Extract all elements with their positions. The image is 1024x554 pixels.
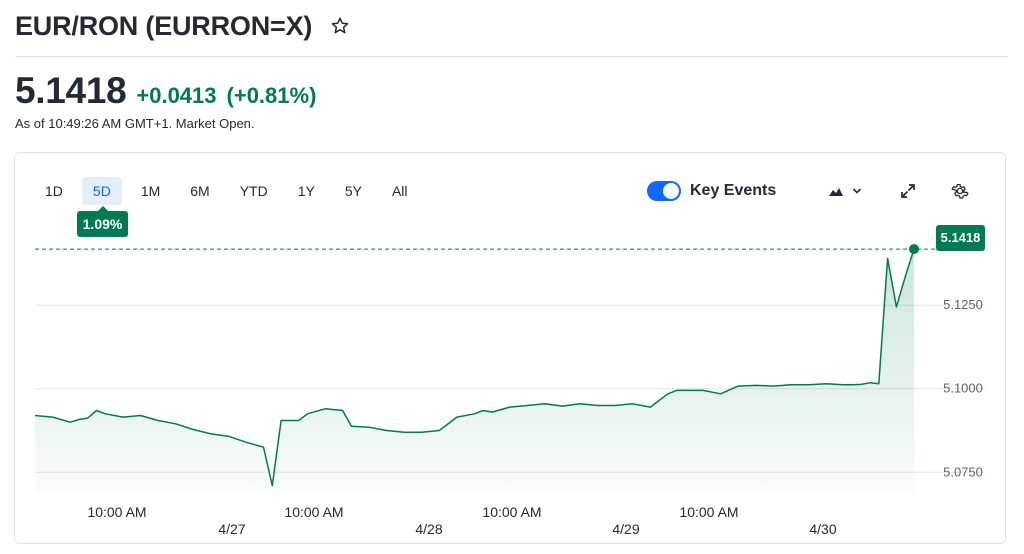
toggle-knob	[663, 183, 679, 199]
price-change: +0.0413	[136, 83, 217, 108]
header-divider	[15, 56, 1008, 57]
range-button-5y[interactable]: 5Y	[344, 183, 362, 199]
price-area	[35, 249, 914, 494]
title-row: EUR/RON (EURRON=X)	[15, 10, 350, 42]
chart-card	[14, 152, 1006, 544]
range-button-ytd[interactable]: YTD	[239, 183, 268, 199]
chart-type-button[interactable]	[828, 178, 862, 204]
last-price-label: 5.1418	[936, 225, 985, 251]
gear-icon[interactable]	[951, 178, 969, 204]
range-button-5d[interactable]: 5D	[81, 177, 122, 205]
range-change-tag: 1.09%	[77, 206, 128, 237]
x-tick-time-label: 10:00 AM	[679, 504, 738, 520]
y-tick-label: 5.0750	[943, 464, 983, 479]
expand-icon[interactable]	[900, 178, 916, 204]
range-button-all[interactable]: All	[391, 183, 408, 199]
star-icon[interactable]	[330, 16, 350, 36]
x-tick-time-label: 10:00 AM	[284, 504, 343, 520]
current-price: 5.1418	[15, 70, 127, 111]
range-button-1y[interactable]: 1Y	[297, 183, 315, 199]
x-tick-date-label: 4/30	[809, 521, 836, 537]
y-tick-label: 5.1250	[943, 297, 983, 312]
range-button-6m[interactable]: 6M	[190, 183, 210, 199]
chevron-down-icon	[852, 187, 862, 195]
range-button-1d[interactable]: 1D	[45, 183, 63, 199]
key-events-label: Key Events	[690, 182, 777, 199]
mountain-chart-icon	[828, 185, 844, 197]
price-line	[34, 248, 915, 487]
x-tick-date-label: 4/29	[612, 521, 639, 537]
page-title: EUR/RON (EURRON=X)	[15, 10, 313, 41]
range-selector: 1D 5D 1M 6M YTD 1Y 5Y All	[34, 177, 427, 205]
last-price-dot	[909, 244, 919, 255]
x-tick-time-label: 10:00 AM	[482, 504, 541, 520]
key-events-toggle[interactable]	[647, 181, 681, 201]
x-tick-time-label: 10:00 AM	[87, 504, 146, 520]
x-tick-date-label: 4/28	[415, 521, 442, 537]
y-tick-label: 5.1000	[943, 381, 983, 396]
quote-price-row: 5.1418 +0.0413 (+0.81%)	[15, 70, 316, 112]
price-change-percent: (+0.81%)	[226, 83, 317, 108]
market-status: As of 10:49:26 AM GMT+1. Market Open.	[15, 116, 255, 131]
range-button-1m[interactable]: 1M	[140, 183, 161, 199]
x-tick-date-label: 4/27	[218, 521, 245, 537]
